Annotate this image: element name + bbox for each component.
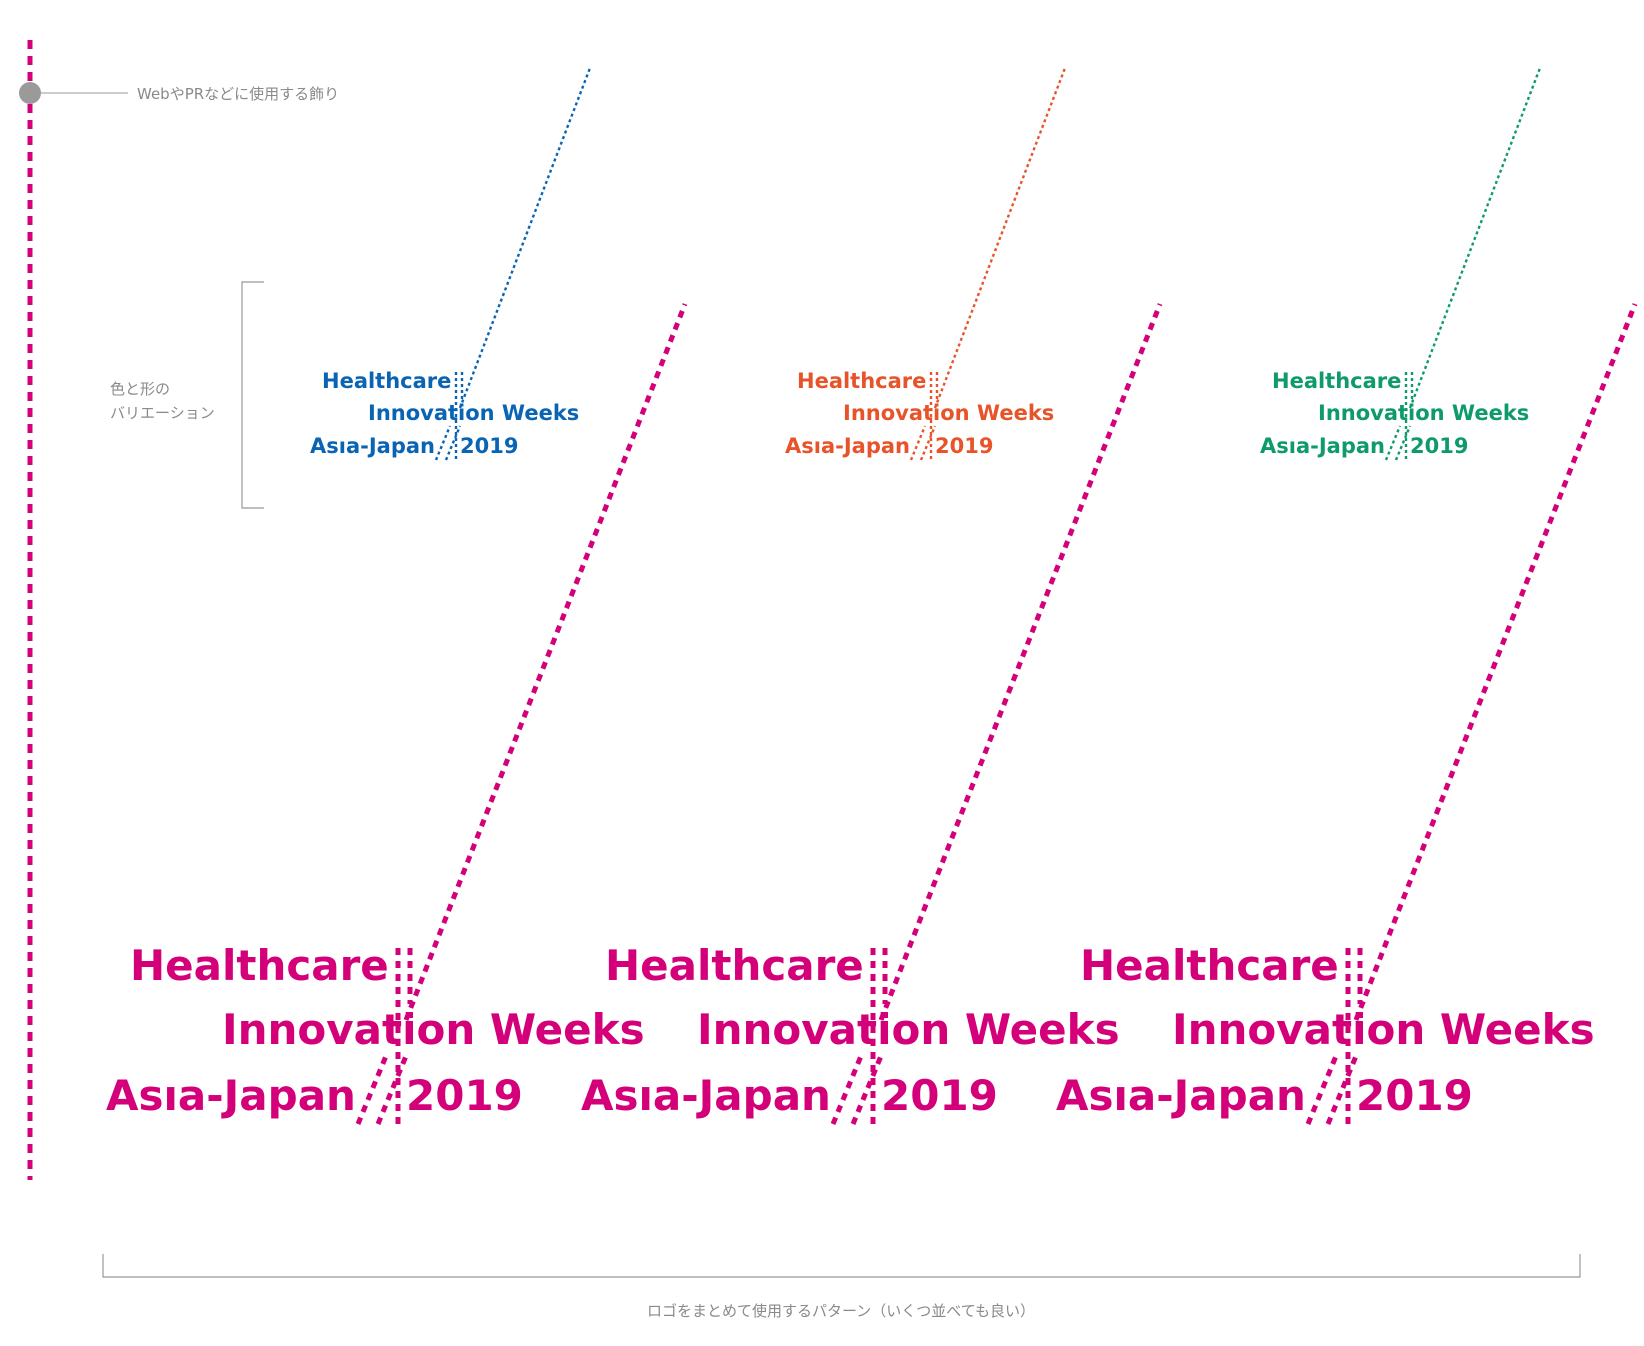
bottom-annotation: ロゴをまとめて使用するパターン（いくつ並べても良い） <box>102 1254 1581 1320</box>
logo-line-innovation-weeks: Innovation Weeks <box>843 401 1054 425</box>
logo-slant-mark-2 <box>1394 425 1412 461</box>
web-pr-note: WebやPRなどに使用する飾り <box>137 85 339 103</box>
logo-line-year: 2019 <box>881 1071 998 1120</box>
logo-line-innovation-weeks: Innovation Weeks <box>1318 401 1529 425</box>
marker-dot-icon <box>19 82 41 104</box>
logo-slant-mark-1 <box>434 425 452 461</box>
logo-line-year: 2019 <box>1356 1071 1473 1120</box>
logo-line-healthcare: Healthcare <box>1080 941 1339 990</box>
logo-line-year: 2019 <box>1410 434 1468 458</box>
logo-long-diagonal <box>933 67 1067 409</box>
logo-line-asia-japan: Asıa-Japan <box>106 1071 356 1120</box>
small-logo-blue: Healthcare Innovation Weeks Asıa-Japan 2019 <box>310 67 592 461</box>
logo-line-innovation-weeks: Innovation Weeks <box>1172 1005 1595 1054</box>
logo-slant-mark-1 <box>355 1055 389 1125</box>
logo-long-diagonal <box>878 303 1163 1021</box>
logo-line-healthcare: Healthcare <box>797 369 926 393</box>
logo-line-healthcare: Healthcare <box>322 369 451 393</box>
logo-slant-mark-1 <box>1384 425 1402 461</box>
logo-line-asia-japan: Asıa-Japan <box>310 434 435 458</box>
variation-annotation: 色と形の バリエーション <box>110 281 264 509</box>
logo-line-asia-japan: Asıa-Japan <box>1260 434 1385 458</box>
large-logo-1: Healthcare Innovation Weeks Asıa-Japan 2019 <box>106 303 688 1125</box>
large-logo-2: Healthcare Innovation Weeks Asıa-Japan 2019 <box>581 303 1163 1125</box>
logo-line-year: 2019 <box>935 434 993 458</box>
logo-slant-mark-1 <box>830 1055 864 1125</box>
large-logo-3: Healthcare Innovation Weeks Asıa-Japan 2019 <box>1056 303 1638 1125</box>
logo-line-innovation-weeks: Innovation Weeks <box>697 1005 1120 1054</box>
logo-long-diagonal <box>1353 303 1638 1021</box>
logo-line-innovation-weeks: Innovation Weeks <box>368 401 579 425</box>
logo-line-asia-japan: Asıa-Japan <box>1056 1071 1306 1120</box>
logo-line-healthcare: Healthcare <box>605 941 864 990</box>
logo-line-year: 2019 <box>460 434 518 458</box>
logo-slant-mark-1 <box>909 425 927 461</box>
small-logo-orange: Healthcare Innovation Weeks Asıa-Japan 2019 <box>785 67 1067 461</box>
logo-slant-mark-2 <box>375 1055 409 1125</box>
logo-long-diagonal <box>403 303 688 1021</box>
variation-bracket <box>241 281 264 509</box>
logo-long-diagonal <box>458 67 592 409</box>
variation-note-line2: バリエーション <box>110 404 215 422</box>
logo-line-healthcare: Healthcare <box>1272 369 1401 393</box>
logo-line-year: 2019 <box>406 1071 523 1120</box>
web-pr-annotation: WebやPRなどに使用する飾り <box>19 82 339 104</box>
logo-line-asia-japan: Asıa-Japan <box>581 1071 831 1120</box>
logo-line-innovation-weeks: Innovation Weeks <box>222 1005 645 1054</box>
logo-slant-mark-1 <box>1305 1055 1339 1125</box>
logo-long-diagonal <box>1408 67 1542 409</box>
logo-line-healthcare: Healthcare <box>130 941 389 990</box>
logo-slant-mark-2 <box>919 425 937 461</box>
logo-slant-mark-2 <box>1325 1055 1359 1125</box>
small-logo-green: Healthcare Innovation Weeks Asıa-Japan 2019 <box>1260 67 1542 461</box>
bottom-note: ロゴをまとめて使用するパターン（いくつ並べても良い） <box>647 1302 1035 1320</box>
logo-slant-mark-2 <box>444 425 462 461</box>
variation-note-line1: 色と形の <box>110 380 170 398</box>
logo-slant-mark-2 <box>850 1055 884 1125</box>
logo-line-asia-japan: Asıa-Japan <box>785 434 910 458</box>
bottom-bracket <box>102 1254 1581 1278</box>
